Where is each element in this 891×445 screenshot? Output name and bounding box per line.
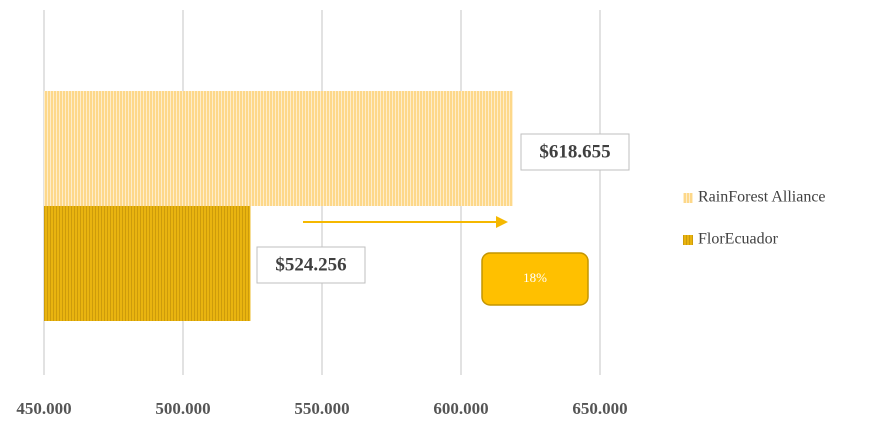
bar <box>44 206 251 321</box>
annotation-box <box>481 252 589 306</box>
x-tick-label: 550.000 <box>294 399 349 418</box>
legend-label: RainForest Alliance <box>698 189 826 206</box>
x-tick-label: 600.000 <box>433 399 488 418</box>
x-tick-label: 500.000 <box>155 399 210 418</box>
annotation: 18% <box>523 270 547 285</box>
bar <box>44 91 513 206</box>
data-label: $618.655 <box>539 141 610 162</box>
data-label-box <box>256 246 366 284</box>
x-tick-label: 450.000 <box>16 399 71 418</box>
data-label: $524.256 <box>275 254 346 275</box>
legend-swatch <box>683 193 693 203</box>
legend-label: FlorEcuador <box>698 231 779 248</box>
x-tick-label: 650.000 <box>572 399 627 418</box>
arrow-head <box>496 216 508 228</box>
legend-swatch <box>683 235 693 245</box>
data-label-box <box>520 133 630 171</box>
